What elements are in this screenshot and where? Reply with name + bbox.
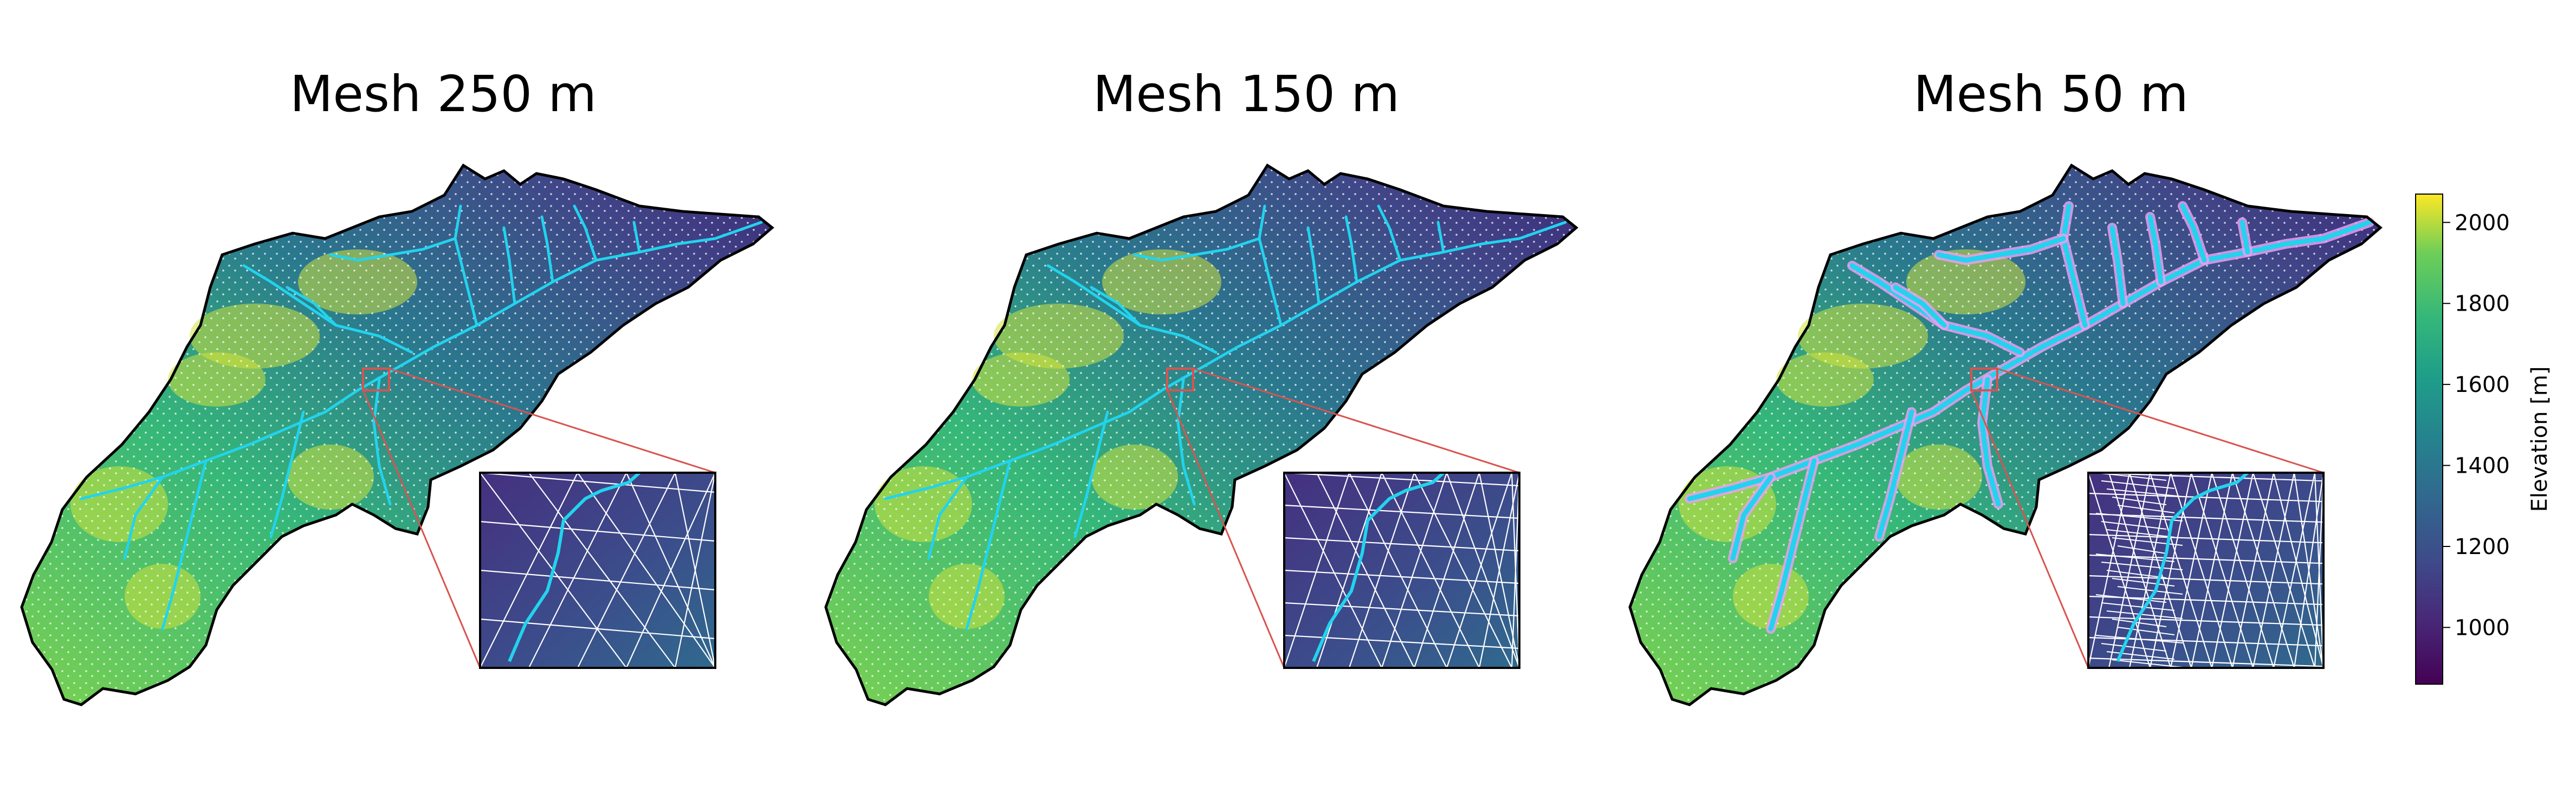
inset-dense-triangulation	[2095, 472, 2183, 668]
river-line	[1046, 264, 1218, 354]
zoom-connector-line	[1166, 390, 1285, 668]
river-line	[540, 215, 554, 284]
river-line	[1258, 204, 1283, 327]
zoom-connector-line	[389, 368, 716, 474]
colorbar-tick-label: 1000	[2455, 615, 2510, 640]
river-line	[454, 204, 478, 327]
colorbar-label: Elevation [m]	[2527, 366, 2552, 512]
river-line	[286, 286, 338, 327]
inset-river-line	[1312, 471, 1445, 662]
mesh-inset-250	[479, 471, 716, 688]
zoom-region-box	[1970, 368, 1998, 391]
river-line	[1133, 237, 1261, 262]
river-line	[161, 459, 208, 630]
zoom-connector-line	[1193, 368, 1520, 474]
river-line	[502, 226, 516, 305]
zoom-region-box	[1166, 368, 1194, 391]
inset-triangulation	[1283, 472, 1520, 682]
river-line	[1090, 286, 1142, 327]
map-panel-250	[22, 165, 772, 705]
inset-frame	[1283, 472, 1520, 669]
river-line	[242, 264, 413, 354]
zoom-connector-line	[1970, 390, 2089, 668]
river-line	[1306, 226, 1321, 305]
zoom-region-box	[362, 368, 390, 391]
river-line	[1176, 378, 1196, 506]
river-line	[1893, 285, 1947, 328]
river-line	[927, 475, 968, 560]
colorbar-gradient	[2415, 194, 2443, 685]
inset-river-line	[508, 471, 641, 662]
river-line	[2180, 203, 2207, 263]
river-line	[573, 204, 598, 262]
river-line	[632, 221, 641, 254]
inset-frame	[2087, 472, 2325, 669]
river-line	[1377, 204, 1402, 262]
panel-title-50: Mesh 50 m	[1913, 65, 2189, 123]
river-line	[80, 221, 763, 500]
colorbar-tick-label: 1400	[2455, 454, 2510, 479]
panel-title-150: Mesh 150 m	[1093, 65, 1400, 123]
inset-frame	[479, 472, 716, 669]
colorbar-tick-label: 1200	[2455, 535, 2510, 559]
river-line	[2240, 220, 2250, 255]
river-line	[2109, 225, 2126, 306]
river-line	[1730, 474, 1774, 561]
river-line	[269, 410, 305, 538]
river-line	[1936, 236, 2066, 263]
inset-river-line	[2116, 471, 2249, 662]
colorbar-tick-label: 1600	[2455, 372, 2510, 397]
river-line	[1768, 458, 1817, 632]
river-line	[1979, 377, 2001, 507]
river-line	[884, 221, 1567, 500]
river-line	[1436, 221, 1445, 254]
panel-title-250: Mesh 250 m	[290, 65, 597, 123]
zoom-connector-line	[1997, 368, 2324, 474]
inset-triangulation	[2087, 472, 2325, 668]
river-line	[1687, 220, 2372, 501]
map-panel-50	[1630, 165, 2380, 705]
colorbar-tick-label: 2000	[2455, 210, 2510, 235]
mesh-inset-50	[2087, 471, 2325, 669]
river-line	[1344, 215, 1358, 284]
zoom-connector-line	[362, 390, 481, 668]
river-line	[372, 378, 392, 506]
colorbar-tick-label: 1800	[2455, 292, 2510, 317]
inset-background	[1284, 473, 1519, 668]
river-line	[1073, 410, 1109, 538]
river-line	[1876, 409, 1914, 539]
river-line	[2147, 214, 2164, 285]
river-line	[123, 475, 164, 560]
colorbar: 1000 1200 1400 1600 1800 2000 Elevation [m]	[2415, 194, 2552, 685]
river-line	[965, 459, 1012, 630]
map-panel-150	[826, 165, 1576, 705]
mesh-inset-150	[1283, 471, 1520, 682]
river-line	[329, 237, 457, 262]
river-line	[2061, 203, 2088, 328]
